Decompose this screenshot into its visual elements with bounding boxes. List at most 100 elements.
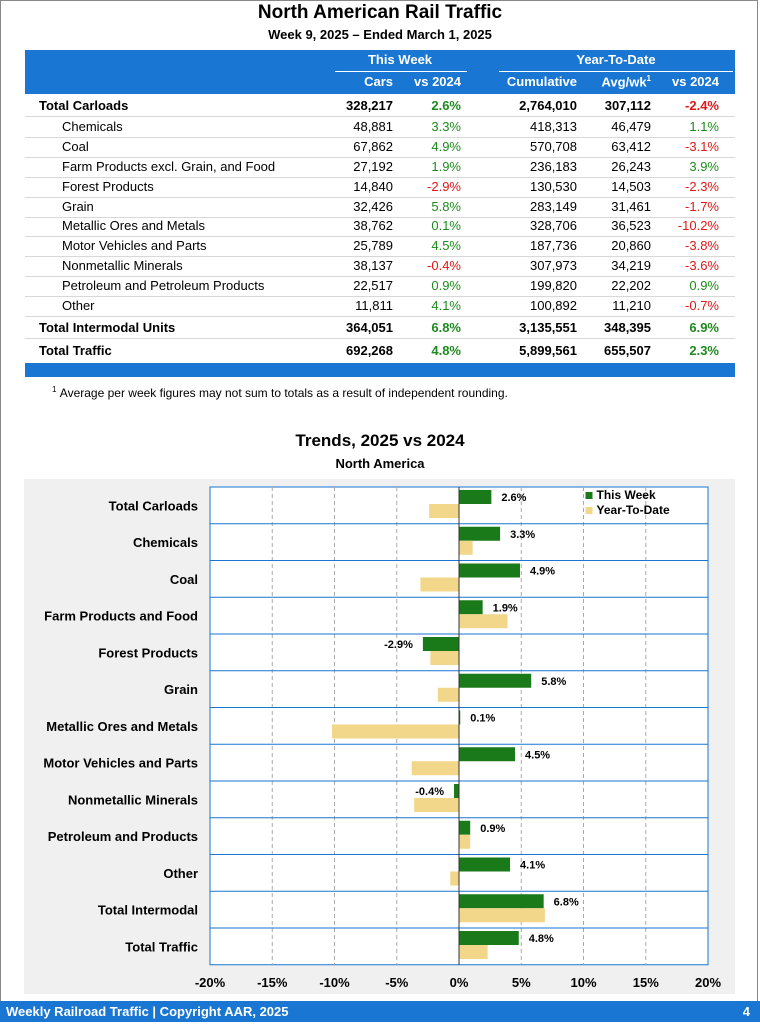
bar-year-to-date (459, 834, 471, 849)
x-tick-label: -5% (385, 975, 409, 990)
cell-vs-ytd: -2.3% (685, 179, 719, 194)
cell-avg-wk: 20,860 (611, 238, 651, 253)
col-header-cars: Cars (364, 74, 393, 89)
cell-cars: 692,268 (346, 343, 393, 358)
bar-this-week (459, 894, 544, 909)
row-label: Total Traffic (39, 343, 112, 358)
bar-year-to-date (459, 908, 545, 923)
bar-year-to-date (414, 798, 459, 812)
cell-cumulative: 3,135,551 (519, 320, 577, 335)
data-label: 4.8% (529, 933, 554, 945)
bar-this-week (422, 637, 459, 651)
table-row: Total Traffic 692,268 4.8% 5,899,561 655,507… (25, 341, 735, 361)
cell-avg-wk: 46,479 (611, 119, 651, 134)
x-tick-label: 20% (695, 975, 721, 990)
cell-vs-this-week: 0.9% (431, 278, 461, 293)
cell-vs-this-week: -2.9% (427, 179, 461, 194)
data-label: 1.9% (493, 602, 518, 614)
category-label: Total Carloads (109, 498, 198, 513)
cell-avg-wk: 34,219 (611, 258, 651, 273)
cell-vs-this-week: 1.9% (431, 159, 461, 174)
table-bottom-bar (25, 363, 735, 377)
bar-this-week (459, 600, 483, 615)
table-row: Forest Products 14,840 -2.9% 130,530 14,503 -… (25, 177, 735, 198)
bar-this-week (459, 490, 492, 504)
category-label: Other (163, 866, 198, 881)
data-label: 0.1% (470, 713, 495, 725)
cell-vs-this-week: 4.5% (431, 238, 461, 253)
row-label: Farm Products excl. Grain, and Food (62, 159, 276, 174)
data-label: -0.4% (415, 786, 444, 798)
cell-vs-this-week: 3.3% (431, 119, 461, 134)
row-label: Other (62, 298, 95, 313)
category-label: Total Traffic (125, 939, 198, 954)
bar-year-to-date (450, 871, 459, 886)
col-header-vs-ytd: vs 2024 (672, 74, 719, 89)
category-label: Petroleum and Products (48, 829, 198, 844)
cell-vs-this-week: 2.6% (431, 98, 461, 113)
row-label: Coal (62, 139, 89, 154)
cell-cumulative: 307,973 (530, 258, 577, 273)
data-label: 5.8% (541, 676, 566, 688)
category-label: Metallic Ores and Metals (46, 719, 198, 734)
cell-vs-ytd: -1.7% (685, 199, 719, 214)
cell-vs-ytd: -0.7% (685, 298, 719, 313)
legend-swatch-this-week (585, 492, 593, 499)
cell-cumulative: 418,313 (530, 119, 577, 134)
category-label: Grain (164, 682, 198, 697)
data-label: 4.9% (530, 566, 555, 578)
data-label: 4.1% (520, 860, 545, 872)
row-label: Total Carloads (39, 98, 129, 113)
data-label: 2.6% (501, 492, 526, 504)
cell-avg-wk: 348,395 (604, 320, 651, 335)
cell-vs-this-week: -0.4% (427, 258, 461, 273)
footer-text: Weekly Railroad Traffic | Copyright AAR,… (6, 1004, 289, 1019)
category-label: Farm Products and Food (44, 609, 198, 624)
data-label: 6.8% (554, 896, 579, 908)
category-label: Motor Vehicles and Parts (43, 756, 198, 771)
trends-bar-chart: Total Carloads 2.6% Chemicals 3.3% Coal 4.9% F… (43, 486, 721, 990)
row-label: Nonmetallic Minerals (62, 258, 183, 273)
bar-this-week (459, 747, 516, 762)
cell-vs-this-week: 6.8% (431, 320, 461, 335)
col-header-cumulative: Cumulative (506, 74, 577, 89)
footnote: 1 Average per week figures may not sum t… (52, 385, 508, 400)
cell-cumulative: 5,899,561 (519, 343, 577, 358)
table-row: Total Carloads 328,217 2.6% 2,764,010 307,11… (25, 96, 735, 117)
cell-vs-ytd: 0.9% (689, 278, 719, 293)
cell-cumulative: 199,820 (530, 278, 577, 293)
bar-this-week (459, 673, 532, 688)
cell-cumulative: 283,149 (530, 199, 577, 214)
table-row: Other 11,811 4.1% 100,892 11,210 -0.7% (25, 296, 735, 317)
row-label: Petroleum and Petroleum Products (62, 278, 265, 293)
data-label: 0.9% (480, 823, 505, 835)
cell-cars: 22,517 (353, 278, 393, 293)
data-label: -2.9% (384, 639, 413, 651)
table-row: Total Intermodal Units 364,051 6.8% 3,135,5… (25, 318, 735, 339)
cell-cars: 27,192 (353, 159, 393, 174)
page-number: 4 (742, 1004, 750, 1019)
row-label: Total Intermodal Units (39, 320, 176, 335)
cell-cumulative: 2,764,010 (519, 98, 577, 113)
cell-cumulative: 236,183 (530, 159, 577, 174)
cell-cumulative: 570,708 (530, 139, 577, 154)
table-row: Metallic Ores and Metals 38,762 0.1% 328,70… (25, 216, 735, 237)
traffic-table: This Week Year-To-Date Cars vs 2024 Cumu… (25, 50, 735, 358)
legend-swatch-year-to-date (585, 507, 593, 514)
bar-this-week (459, 931, 519, 945)
x-tick-label: 15% (633, 975, 659, 990)
bar-this-week (459, 563, 521, 578)
cell-avg-wk: 26,243 (611, 159, 651, 174)
cell-avg-wk: 307,112 (604, 98, 651, 113)
cell-cars: 14,840 (353, 179, 393, 194)
chart-area: Total Carloads 2.6% Chemicals 3.3% Coal 4.9% F… (24, 479, 735, 994)
cell-vs-ytd: 1.1% (689, 119, 719, 134)
cell-vs-ytd: -10.2% (677, 218, 719, 233)
group-underline-ytd (499, 71, 733, 72)
bar-year-to-date (430, 651, 459, 665)
cell-avg-wk: 11,210 (612, 298, 651, 313)
bar-this-week (459, 526, 501, 541)
cell-cars: 67,862 (353, 139, 393, 154)
row-label: Motor Vehicles and Parts (62, 238, 207, 253)
group-header-ytd: Year-To-Date (576, 52, 656, 67)
